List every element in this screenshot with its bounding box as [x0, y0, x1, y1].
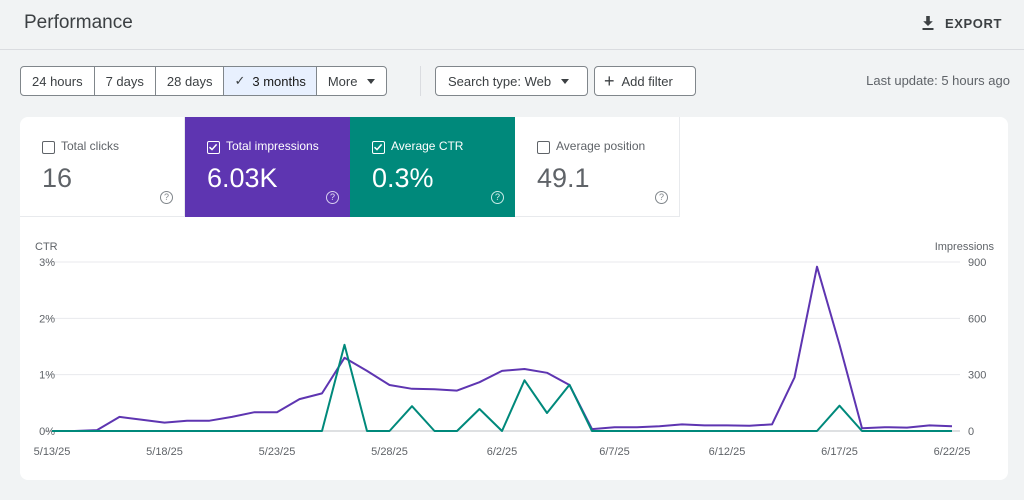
range-label: More — [327, 73, 358, 89]
range-label: 7 days — [105, 73, 144, 89]
help-icon[interactable]: ? — [491, 191, 504, 204]
left-axis-title: CTR — [35, 241, 58, 253]
range-28-days[interactable]: 28 days — [156, 67, 225, 95]
range-label: 24 hours — [32, 73, 83, 89]
search-type-dropdown[interactable]: Search type: Web — [435, 66, 588, 96]
impressions-series-line — [52, 265, 953, 432]
left-tick-label: 3% — [39, 257, 55, 269]
right-tick-label: 900 — [968, 257, 986, 269]
metric-value: 6.03K — [207, 163, 278, 193]
x-tick-label: 6/2/25 — [487, 446, 518, 458]
range-label: 3 months — [252, 73, 306, 89]
add-filter-label: Add filter — [621, 73, 673, 89]
range-24-hours[interactable]: 24 hours — [21, 67, 95, 95]
performance-card: Total clicks 16 ? Total impressions 6.03… — [20, 117, 1008, 480]
x-tick-label: 5/28/25 — [371, 446, 408, 458]
x-tick-label: 5/23/25 — [259, 446, 296, 458]
help-icon[interactable]: ? — [160, 191, 173, 204]
left-tick-label: 0% — [39, 426, 55, 438]
help-icon[interactable]: ? — [655, 191, 668, 204]
right-tick-label: 0 — [968, 426, 974, 438]
help-icon[interactable]: ? — [326, 191, 339, 204]
right-tick-label: 300 — [968, 370, 986, 382]
metric-total-impressions[interactable]: Total impressions 6.03K ? — [185, 117, 350, 217]
checkbox-checked-icon[interactable] — [372, 141, 385, 154]
metric-value: 0.3% — [372, 163, 434, 193]
metric-label: Average position — [556, 139, 646, 153]
x-tick-label: 5/18/25 — [146, 446, 183, 458]
right-tick-label: 600 — [968, 313, 986, 325]
toolbar: 24 hours 7 days 28 days ✓ 3 months More … — [20, 66, 1010, 96]
export-label: EXPORT — [944, 15, 1002, 31]
range-label: 28 days — [166, 73, 213, 89]
metric-average-position[interactable]: Average position 49.1 ? — [515, 117, 680, 217]
x-tick-label: 6/17/25 — [821, 446, 858, 458]
page-header: Performance EXPORT — [0, 0, 1024, 50]
left-tick-label: 1% — [39, 370, 55, 382]
download-icon — [922, 16, 934, 30]
add-filter-button[interactable]: + Add filter — [594, 66, 696, 96]
checkbox-unchecked-icon[interactable] — [537, 141, 550, 154]
x-tick-label: 6/7/25 — [599, 446, 630, 458]
chart-svg: CTR Impressions 3% 900 2% 600 1% 300 0% 0 5/13/25 5… — [34, 241, 995, 458]
page-title: Performance — [24, 12, 133, 33]
range-7-days[interactable]: 7 days — [95, 67, 156, 95]
metric-tabs: Total clicks 16 ? Total impressions 6.03… — [20, 117, 680, 217]
metric-value: 49.1 — [537, 163, 590, 193]
checkbox-checked-icon[interactable] — [207, 141, 220, 154]
metric-label: Total impressions — [226, 139, 319, 153]
range-3-months[interactable]: ✓ 3 months — [224, 67, 317, 95]
metric-label: Average CTR — [391, 139, 464, 153]
search-type-label: Search type: Web — [448, 73, 552, 89]
performance-chart: CTR Impressions 3% 900 2% 600 1% 300 0% 0 5/13/25 5… — [20, 234, 1008, 480]
last-update-text: Last update: 5 hours ago — [866, 73, 1010, 88]
metric-total-clicks[interactable]: Total clicks 16 ? — [20, 117, 185, 217]
x-tick-label: 6/12/25 — [709, 446, 746, 458]
check-icon: ✓ — [234, 73, 246, 88]
export-button[interactable]: EXPORT — [920, 12, 1002, 34]
toolbar-divider — [420, 66, 421, 96]
date-range-selector: 24 hours 7 days 28 days ✓ 3 months More — [20, 66, 388, 96]
metric-value: 16 — [42, 163, 73, 193]
range-more-dropdown[interactable]: More — [317, 67, 387, 95]
left-tick-label: 2% — [39, 313, 55, 325]
caret-down-icon — [367, 78, 376, 84]
x-tick-label: 5/13/25 — [34, 446, 71, 458]
metric-label: Total clicks — [61, 139, 120, 153]
caret-down-icon — [561, 78, 570, 84]
right-axis-title: Impressions — [935, 241, 995, 253]
plus-icon: + — [604, 71, 615, 91]
ctr-series-line — [52, 343, 952, 432]
x-tick-label: 6/22/25 — [934, 446, 971, 458]
checkbox-unchecked-icon[interactable] — [42, 141, 55, 154]
metric-average-ctr[interactable]: Average CTR 0.3% ? — [350, 117, 515, 217]
